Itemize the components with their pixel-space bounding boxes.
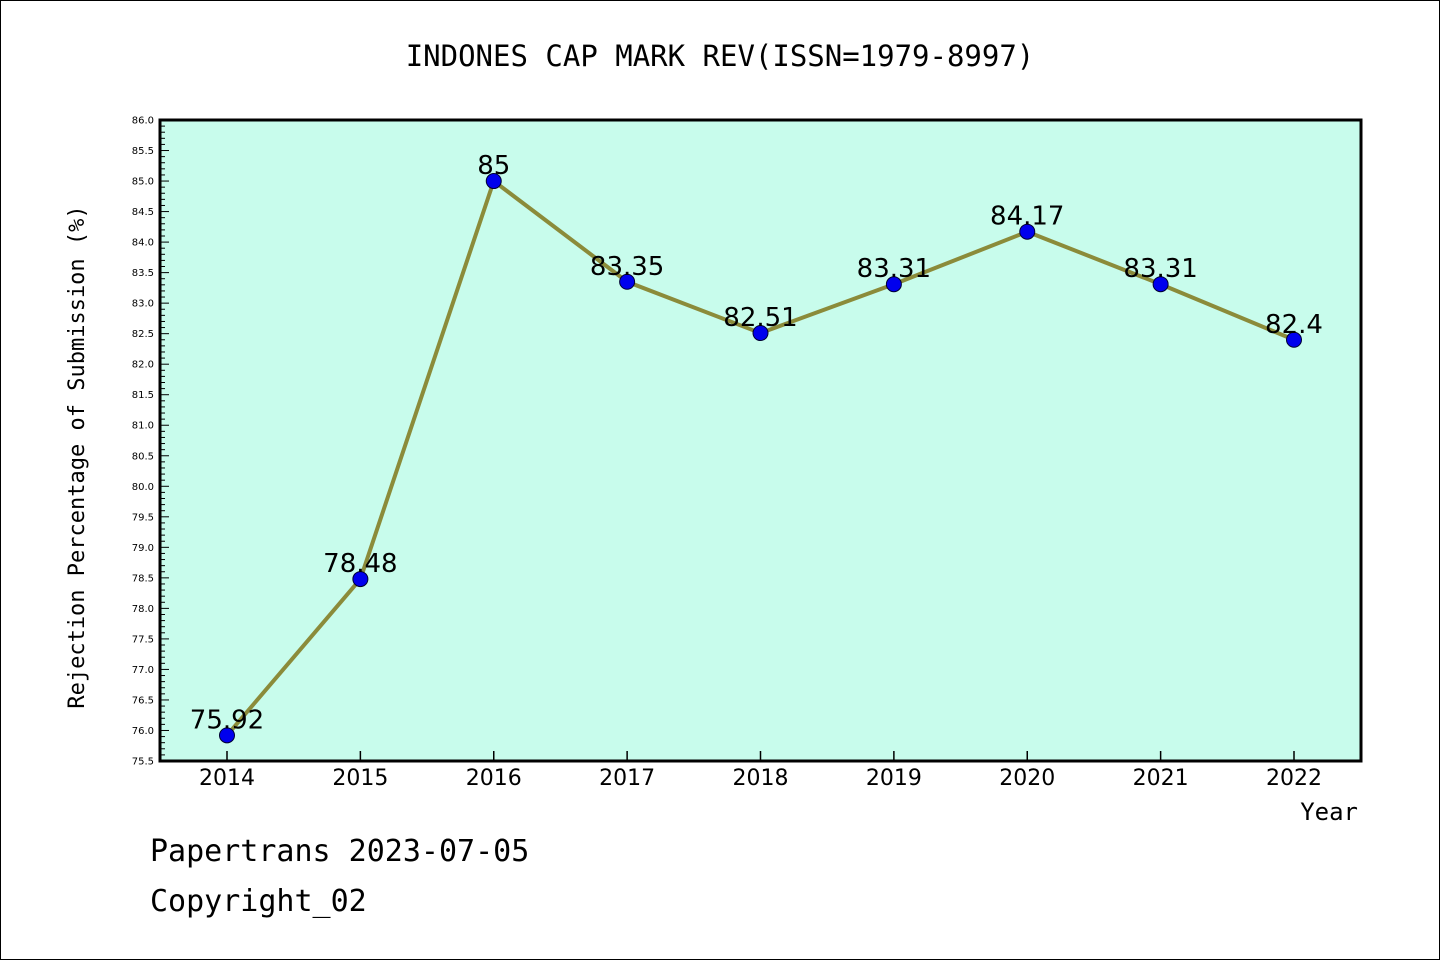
y-tick-label: 79.0 bbox=[132, 543, 154, 554]
y-tick-label: 80.5 bbox=[132, 451, 154, 462]
y-axis-label: Rejection Percentage of Submission (%) bbox=[65, 205, 90, 708]
series-layer: 75.92 78.48 85 83.35 82.51 83.31 84.17 83.31 82.… bbox=[190, 151, 1323, 744]
y-tick-label: 80.0 bbox=[132, 482, 154, 493]
plot-area bbox=[158, 118, 1363, 763]
x-tick-label: 2015 bbox=[332, 766, 388, 791]
footer-copyright-line: Copyright_02 bbox=[150, 884, 367, 919]
y-tick-label: 77.5 bbox=[132, 634, 154, 645]
data-point bbox=[219, 727, 235, 744]
y-tick-label: 85.5 bbox=[132, 146, 154, 157]
data-point bbox=[1019, 223, 1036, 240]
y-tick-label: 83.5 bbox=[132, 268, 154, 279]
y-tick-label: 76.0 bbox=[132, 726, 154, 737]
x-tick-label: 2019 bbox=[866, 766, 922, 791]
data-point bbox=[1286, 331, 1302, 348]
x-tick-label: 2018 bbox=[733, 766, 789, 791]
data-point bbox=[752, 325, 769, 342]
data-label: 84.17 bbox=[990, 202, 1064, 232]
data-label: 78.48 bbox=[323, 549, 397, 579]
data-label: 83.35 bbox=[590, 252, 664, 282]
y-tick-label: 84.0 bbox=[132, 238, 154, 249]
y-tick-label: 81.0 bbox=[132, 421, 154, 432]
data-label: 85 bbox=[477, 151, 510, 181]
y-tick-label: 76.5 bbox=[132, 695, 154, 706]
data-point bbox=[485, 173, 502, 190]
data-label: 82.4 bbox=[1265, 310, 1323, 340]
x-tick-label: 2020 bbox=[999, 766, 1055, 791]
data-label: 83.31 bbox=[1123, 254, 1197, 284]
x-tick-label: 2021 bbox=[1133, 766, 1189, 791]
y-tick-label: 78.5 bbox=[132, 573, 154, 584]
y-tick-label: 82.0 bbox=[132, 360, 154, 371]
data-point bbox=[619, 273, 636, 290]
data-point bbox=[352, 571, 369, 588]
y-tick-label: 86.0 bbox=[132, 116, 154, 127]
data-label: 75.92 bbox=[190, 705, 264, 735]
data-label: 82.51 bbox=[723, 303, 797, 333]
data-point bbox=[885, 276, 902, 293]
y-axis-ticks: 75.5 76.0 76.5 77.0 77.5 78.0 78.5 79.0 79.5 80.0… bbox=[132, 116, 169, 768]
y-tick-label: 81.5 bbox=[132, 390, 154, 401]
x-tick-label: 2016 bbox=[466, 766, 522, 791]
x-axis-label: Year bbox=[1300, 798, 1358, 826]
data-label: 83.31 bbox=[857, 254, 931, 284]
footer-date-line: Papertrans 2023-07-05 bbox=[150, 834, 530, 869]
x-tick-label: 2014 bbox=[199, 766, 255, 791]
y-tick-label: 82.5 bbox=[132, 329, 154, 340]
y-tick-label: 79.5 bbox=[132, 512, 154, 523]
x-tick-label: 2017 bbox=[599, 766, 655, 791]
y-tick-label: 77.0 bbox=[132, 665, 154, 676]
y-tick-label: 83.0 bbox=[132, 299, 154, 310]
chart-title: INDONES CAP MARK REV(ISSN=1979-8997) bbox=[406, 39, 1035, 73]
y-tick-label: 84.5 bbox=[132, 207, 154, 218]
y-tick-label: 78.0 bbox=[132, 604, 154, 615]
x-axis-ticks: 2014 2015 2016 2017 2018 2019 2020 2021 2022 bbox=[199, 751, 1322, 791]
x-tick-label: 2022 bbox=[1266, 766, 1322, 791]
y-tick-label: 75.5 bbox=[132, 757, 154, 768]
data-point bbox=[1152, 276, 1169, 293]
y-tick-label: 85.0 bbox=[132, 177, 154, 188]
